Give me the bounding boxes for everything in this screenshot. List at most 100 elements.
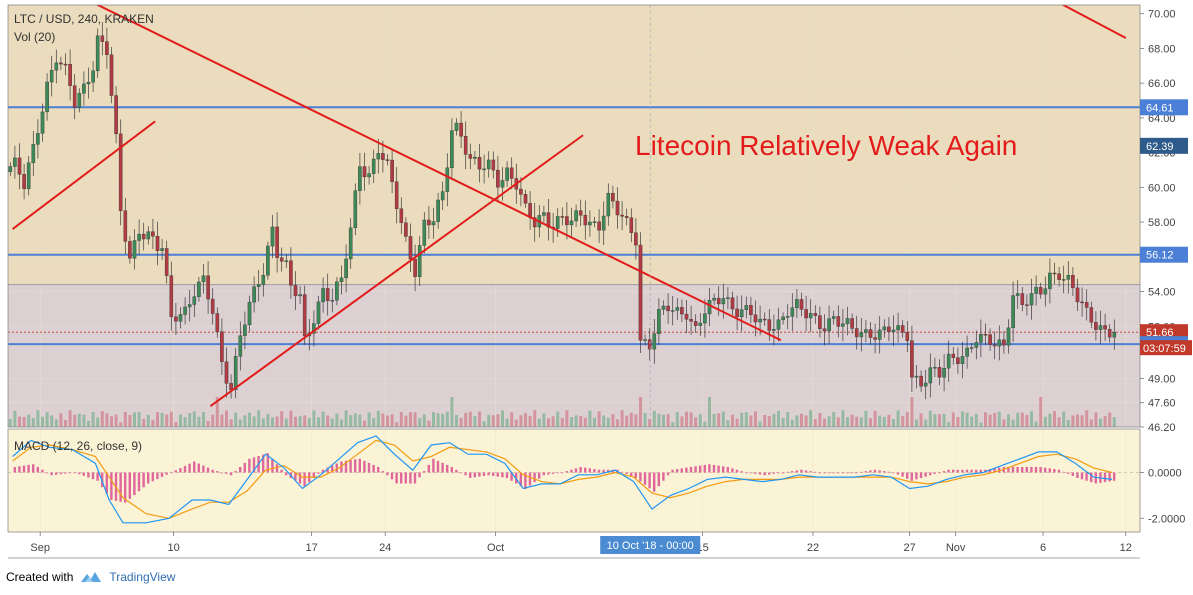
macd-histogram-bar (96, 472, 98, 480)
macd-histogram-bar (73, 472, 75, 473)
volume-bar (542, 414, 545, 427)
macd-histogram-bar (138, 472, 140, 491)
volume-bar (837, 418, 840, 427)
macd-histogram-bar (561, 472, 563, 473)
volume-bar (864, 411, 867, 427)
candle-body (984, 334, 987, 335)
volume-indicator-label[interactable]: Vol (20) (14, 30, 55, 44)
candle-body (910, 341, 913, 378)
volume-bar (349, 415, 352, 427)
candle-body (575, 211, 578, 221)
macd-histogram-bar (1049, 468, 1051, 472)
macd-histogram-bar (386, 472, 388, 475)
candle-body (450, 131, 453, 168)
macd-histogram-bar (1113, 472, 1115, 480)
macd-histogram-bar (851, 472, 853, 473)
candle-body (975, 342, 978, 347)
volume-bar (713, 414, 716, 427)
volume-bar (892, 419, 895, 427)
volume-bar (805, 416, 808, 427)
volume-bar (253, 416, 256, 427)
candle-body (901, 326, 904, 333)
volume-bar (524, 413, 527, 427)
candle-body (197, 282, 200, 297)
candle-body (892, 330, 895, 332)
candle-body (759, 319, 762, 322)
candle-body (851, 318, 854, 328)
macd-histogram-bar (924, 472, 926, 476)
volume-bar (726, 420, 729, 427)
candle-body (248, 302, 251, 325)
candle-body (165, 248, 168, 275)
created-with-label: Created with (6, 570, 73, 584)
volume-bar (680, 416, 683, 427)
candle-body (280, 258, 283, 261)
macd-histogram-bar (952, 470, 954, 473)
macd-histogram-bar (635, 472, 637, 477)
candle-body (584, 215, 587, 225)
volume-bar (634, 415, 637, 427)
volume-bar (119, 422, 122, 427)
volume-bar (478, 412, 481, 427)
macd-histogram-bar (731, 468, 733, 472)
macd-histogram-bar (1039, 467, 1041, 472)
macd-histogram-bar (658, 472, 660, 486)
macd-histogram-bar (1067, 472, 1069, 473)
macd-histogram-bar (556, 472, 558, 473)
volume-bar (377, 411, 380, 427)
tradingview-link[interactable]: TradingView (109, 570, 175, 584)
volume-bar (115, 414, 118, 427)
macd-histogram-bar (487, 472, 489, 475)
candle-body (46, 82, 49, 112)
macd-histogram-bar (119, 472, 121, 501)
volume-bar (450, 397, 453, 427)
macd-histogram-bar (37, 467, 39, 472)
candle-body (924, 383, 927, 386)
volume-bar (846, 417, 849, 427)
candle-body (809, 313, 812, 318)
candle-body (147, 232, 150, 239)
volume-bar (69, 410, 72, 427)
volume-bar (455, 415, 458, 427)
candle-body (998, 340, 1001, 346)
volume-bar (193, 411, 196, 427)
price-tick-label: 47.60 (1148, 398, 1176, 410)
volume-bar (809, 410, 812, 427)
macd-histogram-bar (497, 472, 499, 476)
volume-bar (418, 418, 421, 427)
volume-bar (202, 412, 205, 427)
macd-histogram-bar (722, 466, 724, 472)
candle-body (179, 314, 182, 321)
volume-bar (335, 414, 338, 427)
candle-body (138, 234, 141, 240)
volume-bar (1094, 413, 1097, 427)
chart-canvas[interactable]: 70.0068.0066.0064.0062.0060.0058.0056.00… (0, 0, 1193, 565)
macd-histogram-bar (754, 472, 756, 473)
macd-histogram-bar (685, 468, 687, 473)
candle-body (708, 300, 711, 314)
volume-bar (128, 415, 131, 427)
volume-bar (211, 415, 214, 427)
macd-indicator-label[interactable]: MACD (12, 26, close, 9) (14, 439, 142, 453)
time-tick-label: Nov (946, 542, 966, 554)
volume-bar (262, 418, 265, 427)
candle-body (814, 313, 817, 315)
volume-bar (170, 412, 173, 427)
macd-histogram-bar (474, 472, 476, 477)
candle-body (427, 220, 430, 225)
volume-bar (584, 418, 587, 427)
macd-histogram-bar (598, 470, 600, 473)
volume-bar (602, 416, 605, 427)
candle-body (1067, 275, 1070, 279)
macd-histogram-bar (271, 459, 273, 473)
volume-bar (731, 415, 734, 427)
candle-body (276, 227, 279, 258)
tradingview-logo-icon[interactable] (79, 570, 103, 584)
macd-histogram-bar (1072, 472, 1074, 475)
volume-bar (492, 415, 495, 427)
macd-histogram-bar (198, 464, 200, 473)
volume-bar (883, 417, 886, 427)
candle-body (299, 295, 302, 296)
candle-body (128, 241, 131, 258)
candle-body (59, 63, 62, 64)
